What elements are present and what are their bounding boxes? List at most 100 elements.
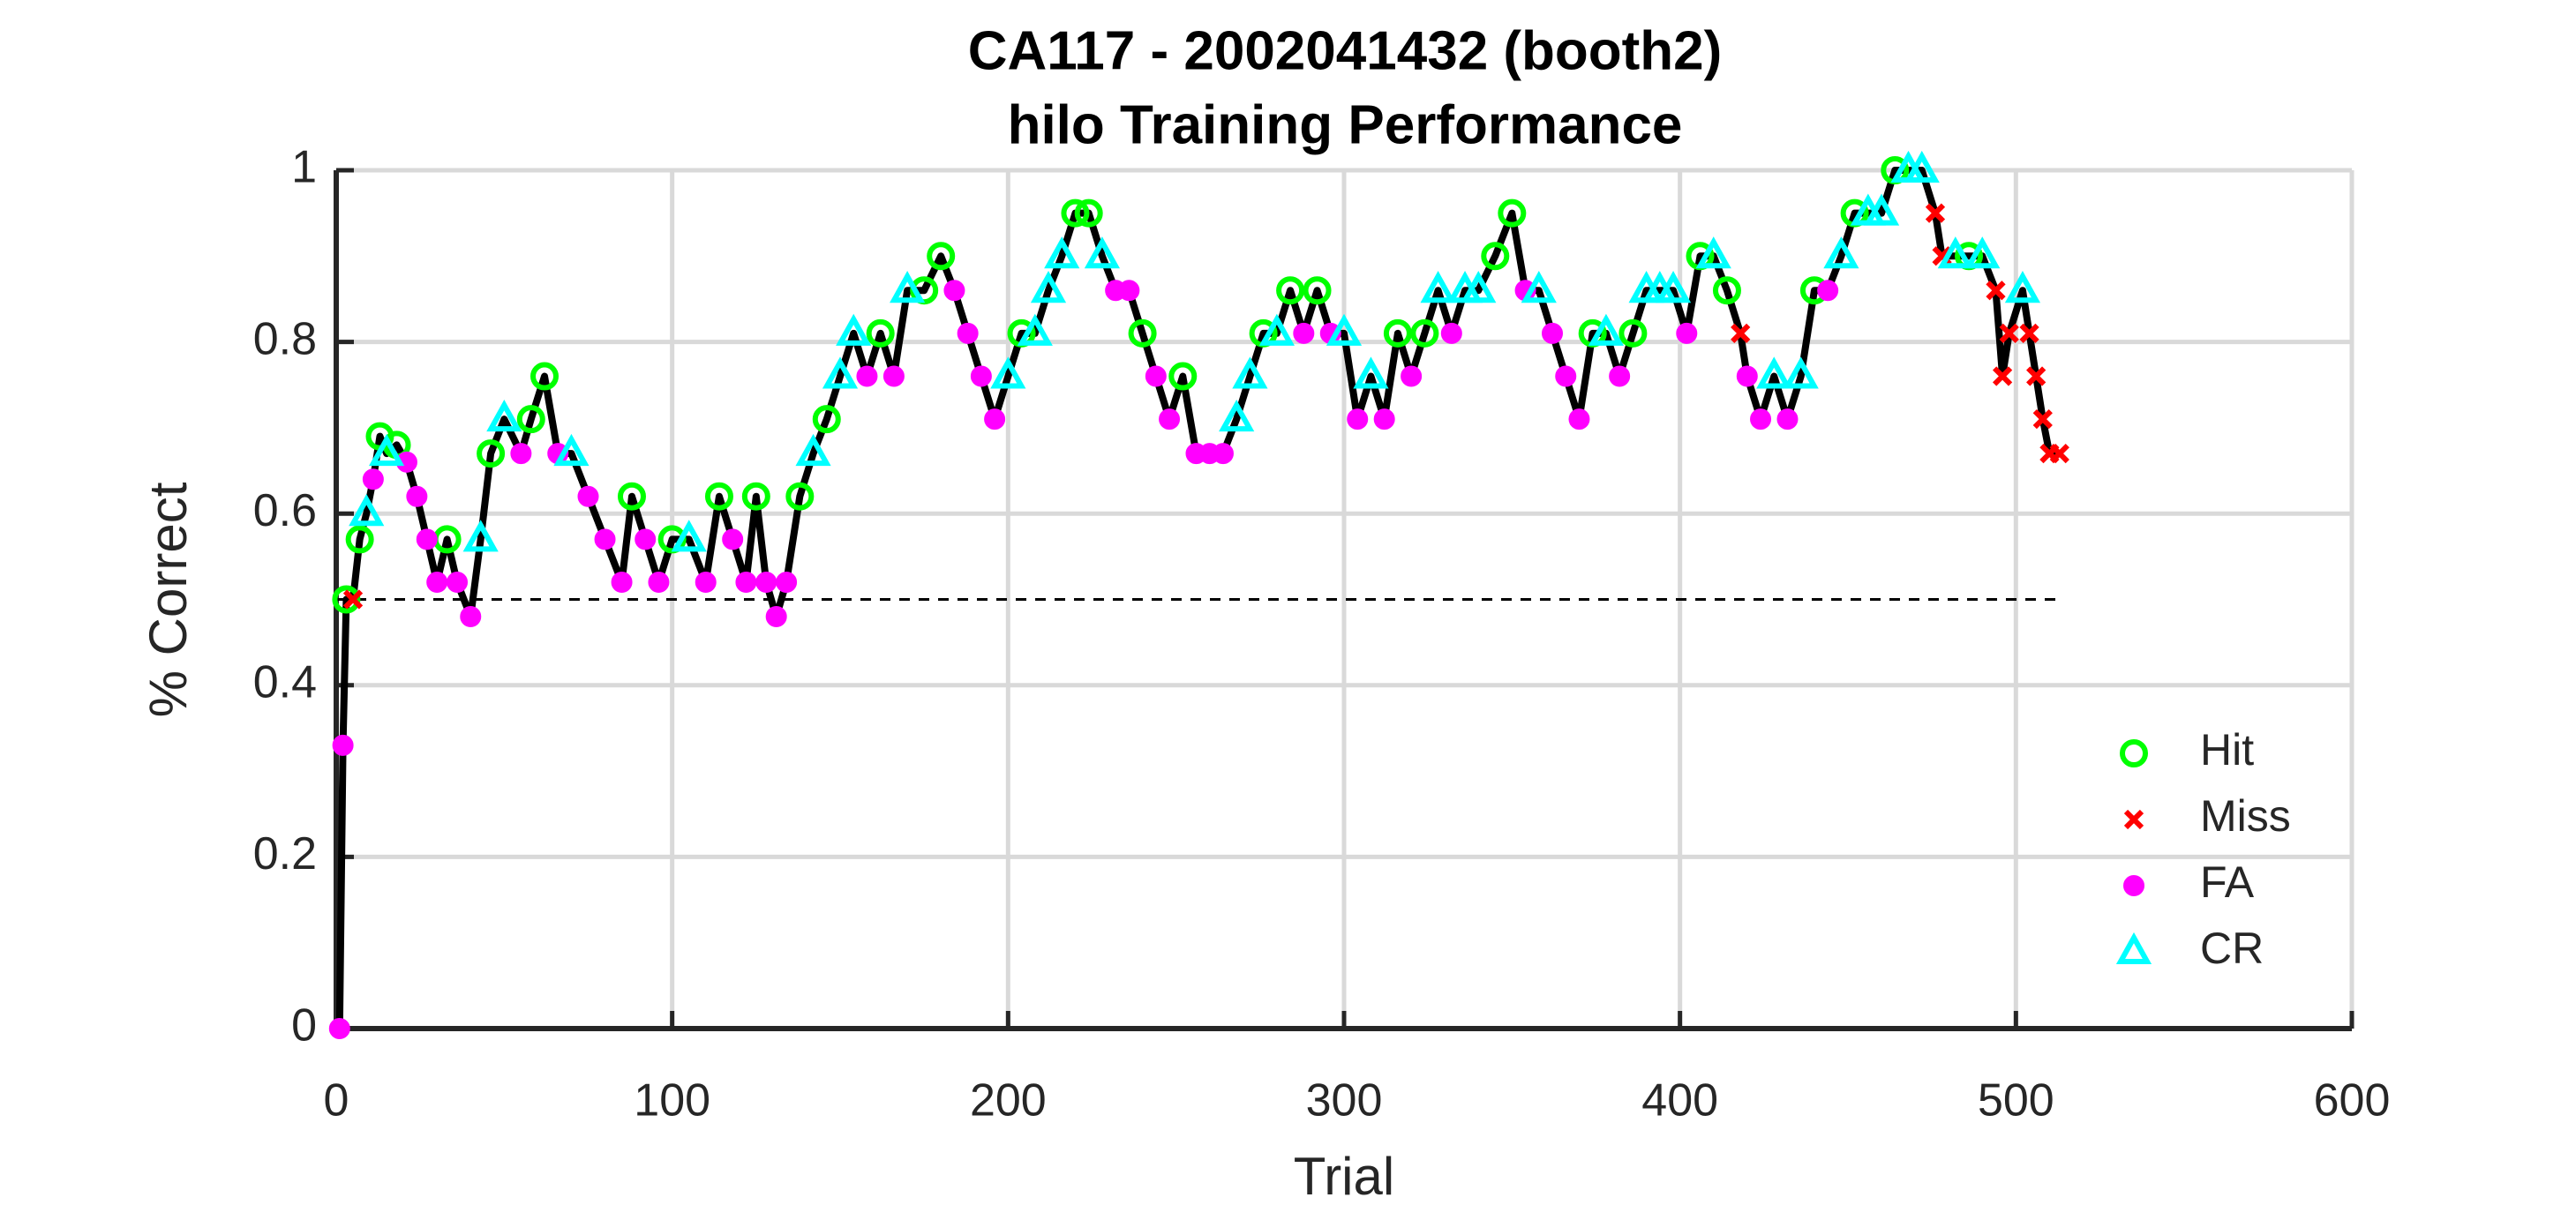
marker-hit xyxy=(812,405,841,434)
marker-fa xyxy=(1401,365,1423,387)
marker-fa xyxy=(416,528,438,550)
marker-fa xyxy=(695,572,717,594)
marker-fa xyxy=(765,605,787,627)
x-tick-label: 0 xyxy=(324,1075,349,1126)
marker-fa xyxy=(943,280,965,302)
marker-miss xyxy=(2032,409,2053,430)
marker-fa xyxy=(611,572,633,594)
x-tick-label: 500 xyxy=(1978,1075,2054,1126)
marker-hit xyxy=(927,242,956,271)
marker-fa xyxy=(460,605,482,627)
marker-cr xyxy=(1084,236,1121,269)
marker-cr xyxy=(1964,236,2001,269)
marker-hit xyxy=(617,482,646,511)
x-axis-label: Trial xyxy=(1294,1147,1394,1205)
marker-hit xyxy=(785,482,815,511)
marker-miss xyxy=(1986,281,2006,301)
marker-fa xyxy=(1145,365,1167,387)
marker-fa xyxy=(856,365,878,387)
marker-fa xyxy=(1776,408,1799,430)
marker-fa xyxy=(332,734,354,756)
marker-cr xyxy=(1326,313,1363,346)
marker-miss xyxy=(1925,203,1946,223)
legend-marker xyxy=(2120,739,2148,767)
marker-fa xyxy=(1736,365,1758,387)
marker-fa xyxy=(984,408,1006,430)
marker-cr xyxy=(1756,356,1792,389)
x-tick-label: 100 xyxy=(634,1075,710,1126)
marker-hit xyxy=(516,405,545,434)
marker-cr xyxy=(1353,356,1389,389)
legend-marker xyxy=(2123,875,2144,896)
marker-fa xyxy=(970,365,992,387)
marker-miss xyxy=(1731,323,1751,343)
marker-fa xyxy=(1542,322,1564,344)
legend-label: Miss xyxy=(2200,791,2291,841)
marker-fa xyxy=(577,485,599,507)
marker-cr xyxy=(1863,193,1900,226)
marker-fa xyxy=(722,528,744,550)
y-axis-label: % Correct xyxy=(139,482,198,717)
marker-hit xyxy=(741,482,770,511)
y-tick-label: 1 xyxy=(291,142,317,193)
x-tick-label: 400 xyxy=(1641,1075,1718,1126)
legend-label: FA xyxy=(2200,857,2255,907)
marker-hit xyxy=(345,525,374,554)
marker-cr xyxy=(1695,236,1731,269)
marker-cr xyxy=(462,520,499,552)
marker-cr xyxy=(553,433,590,467)
marker-hit xyxy=(1168,362,1198,391)
marker-cr xyxy=(349,494,385,527)
legend-label: Hit xyxy=(2200,725,2254,775)
marker-fa xyxy=(1212,443,1234,465)
marker-hit xyxy=(1481,242,1510,271)
marker-fa xyxy=(1118,280,1140,302)
y-tick-label: 0.6 xyxy=(253,485,317,536)
marker-fa xyxy=(882,365,905,387)
marker-hit xyxy=(704,482,733,511)
marker-cr xyxy=(1232,356,1268,389)
marker-cr xyxy=(990,356,1026,389)
marker-fa xyxy=(1750,408,1772,430)
marker-cr xyxy=(1044,236,1080,269)
marker-cr xyxy=(795,433,831,467)
marker-miss xyxy=(1992,366,2013,386)
marker-miss xyxy=(1999,323,2019,343)
marker-fa xyxy=(426,572,448,594)
legend-marker xyxy=(2123,809,2144,830)
marker-cr xyxy=(2004,271,2041,303)
marker-fa xyxy=(594,528,616,550)
marker-hit xyxy=(1712,276,1741,305)
marker-miss xyxy=(342,589,364,610)
marker-cr xyxy=(836,313,872,346)
marker-hit xyxy=(1303,276,1332,305)
marker-cr xyxy=(1420,271,1456,303)
marker-cr xyxy=(1219,399,1255,432)
marker-fa xyxy=(1555,365,1577,387)
y-tick-label: 0.8 xyxy=(253,313,317,364)
marker-cr xyxy=(1904,150,1940,183)
marker-fa xyxy=(635,528,657,550)
marker-miss xyxy=(2019,323,2039,343)
marker-fa xyxy=(1440,322,1462,344)
y-tick-label: 0.4 xyxy=(253,657,317,708)
marker-cr xyxy=(1461,271,1497,303)
marker-fa xyxy=(735,572,757,594)
marker-hit xyxy=(1383,318,1412,348)
marker-fa xyxy=(1373,408,1395,430)
marker-hit xyxy=(1276,276,1305,305)
marker-fa xyxy=(1159,408,1181,430)
marker-hit xyxy=(530,362,560,391)
marker-hit xyxy=(866,318,895,348)
x-tick-label: 200 xyxy=(970,1075,1047,1126)
marker-fa xyxy=(1568,408,1590,430)
legend-marker xyxy=(2115,932,2152,964)
marker-fa xyxy=(1676,322,1698,344)
marker-fa xyxy=(648,572,670,594)
marker-cr xyxy=(486,399,522,432)
marker-hit xyxy=(1128,318,1157,348)
marker-cr xyxy=(1588,313,1625,346)
marker-fa xyxy=(1817,280,1839,302)
